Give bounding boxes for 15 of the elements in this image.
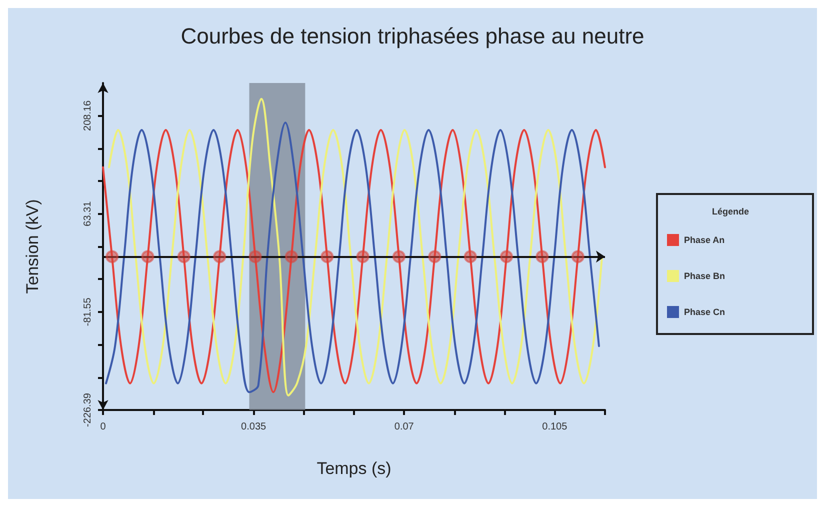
y-axis-title: Tension (kV)	[23, 199, 42, 294]
legend-label: Phase Cn	[684, 307, 725, 317]
legend-label: Phase Bn	[684, 271, 725, 281]
y-tick-label: 208.16	[82, 100, 94, 131]
legend-label: Phase An	[684, 235, 725, 245]
x-tick-label: 0.035	[241, 422, 267, 432]
y-tick-label: -226.39	[82, 392, 94, 427]
y-tick-label: -81.55	[82, 297, 94, 326]
x-tick-label: 0	[100, 422, 106, 432]
x-tick-label: 0.105	[542, 422, 568, 432]
legend-title: Légende	[712, 206, 750, 216]
x-axis-title: Temps (s)	[316, 459, 392, 478]
y-tick-label: 63.31	[82, 200, 94, 226]
chart-title: Courbes de tension triphasées phase au neutre	[180, 24, 644, 48]
x-tick-label: 0.07	[394, 422, 414, 432]
